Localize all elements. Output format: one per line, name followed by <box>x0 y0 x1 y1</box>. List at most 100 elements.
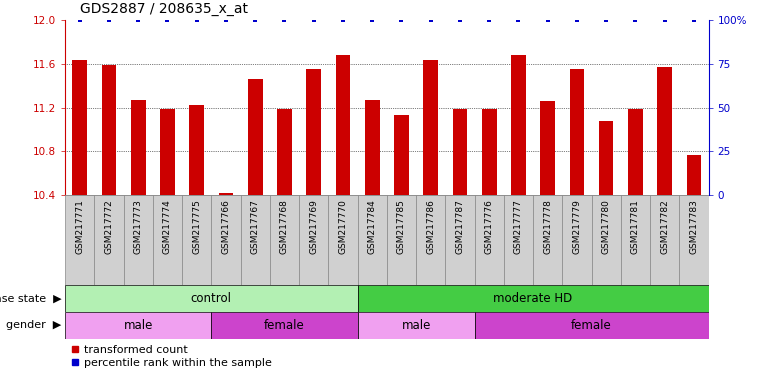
Bar <box>540 101 555 195</box>
Bar <box>153 195 182 285</box>
Text: GSM217770: GSM217770 <box>339 200 348 254</box>
Text: GSM217776: GSM217776 <box>485 200 494 254</box>
Point <box>395 17 408 23</box>
Bar <box>65 285 358 312</box>
Bar <box>365 100 379 195</box>
Text: GDS2887 / 208635_x_at: GDS2887 / 208635_x_at <box>80 2 248 16</box>
Bar <box>679 195 709 285</box>
Bar <box>336 55 350 195</box>
Text: GSM217769: GSM217769 <box>309 200 318 254</box>
Text: GSM217782: GSM217782 <box>660 200 669 254</box>
Bar <box>102 65 116 195</box>
Bar <box>591 195 620 285</box>
Point <box>74 17 86 23</box>
Point <box>453 17 466 23</box>
Point <box>162 17 174 23</box>
Point <box>512 17 525 23</box>
Point <box>366 17 378 23</box>
Bar <box>277 109 292 195</box>
Bar <box>211 312 358 339</box>
Point <box>278 17 290 23</box>
Text: GSM217779: GSM217779 <box>572 200 581 254</box>
Text: GSM217768: GSM217768 <box>280 200 289 254</box>
Text: GSM217774: GSM217774 <box>163 200 172 254</box>
Point <box>600 17 612 23</box>
Bar <box>94 195 123 285</box>
Point <box>337 17 349 23</box>
Bar <box>182 195 211 285</box>
Bar <box>358 285 709 312</box>
Point <box>249 17 261 23</box>
Point <box>483 17 496 23</box>
Bar <box>424 60 438 195</box>
Bar <box>73 60 87 195</box>
Text: male: male <box>401 319 430 332</box>
Text: male: male <box>123 319 153 332</box>
Text: female: female <box>571 319 612 332</box>
Text: GSM217786: GSM217786 <box>426 200 435 254</box>
Text: GSM217766: GSM217766 <box>221 200 231 254</box>
Text: GSM217780: GSM217780 <box>601 200 611 254</box>
Point <box>308 17 320 23</box>
Text: GSM217771: GSM217771 <box>75 200 84 254</box>
Text: GSM217784: GSM217784 <box>368 200 377 254</box>
Bar <box>475 195 504 285</box>
Bar <box>628 109 643 195</box>
Text: GSM217775: GSM217775 <box>192 200 201 254</box>
Bar <box>511 55 525 195</box>
Bar <box>211 195 241 285</box>
Bar <box>394 115 409 195</box>
Bar <box>620 195 650 285</box>
Bar <box>306 69 321 195</box>
Bar <box>358 312 475 339</box>
Text: GSM217773: GSM217773 <box>134 200 142 254</box>
Text: GSM217787: GSM217787 <box>456 200 464 254</box>
Bar <box>131 100 146 195</box>
Bar <box>570 69 584 195</box>
Bar <box>358 195 387 285</box>
Text: disease state  ▶: disease state ▶ <box>0 293 61 303</box>
Bar <box>241 195 270 285</box>
Bar <box>686 154 701 195</box>
Bar <box>218 193 234 195</box>
Text: GSM217772: GSM217772 <box>104 200 113 254</box>
Bar <box>453 109 467 195</box>
Text: GSM217785: GSM217785 <box>397 200 406 254</box>
Bar <box>504 195 533 285</box>
Bar <box>387 195 416 285</box>
Text: GSM217778: GSM217778 <box>543 200 552 254</box>
Text: GSM217767: GSM217767 <box>250 200 260 254</box>
Bar <box>160 109 175 195</box>
Point <box>220 17 232 23</box>
Text: gender  ▶: gender ▶ <box>6 321 61 331</box>
Bar <box>123 195 153 285</box>
Bar <box>299 195 329 285</box>
Bar <box>650 195 679 285</box>
Bar <box>445 195 475 285</box>
Point <box>688 17 700 23</box>
Text: control: control <box>191 292 232 305</box>
Text: moderate HD: moderate HD <box>493 292 573 305</box>
Point <box>542 17 554 23</box>
Bar <box>270 195 299 285</box>
Bar <box>329 195 358 285</box>
Point <box>191 17 203 23</box>
Text: GSM217783: GSM217783 <box>689 200 699 254</box>
Point <box>659 17 671 23</box>
Bar <box>416 195 445 285</box>
Bar <box>562 195 591 285</box>
Text: GSM217777: GSM217777 <box>514 200 523 254</box>
Point <box>103 17 115 23</box>
Point <box>424 17 437 23</box>
Bar <box>248 79 263 195</box>
Text: female: female <box>264 319 305 332</box>
Bar <box>657 67 672 195</box>
Bar <box>65 195 94 285</box>
Bar <box>189 105 204 195</box>
Bar <box>65 312 211 339</box>
Point <box>571 17 583 23</box>
Text: GSM217781: GSM217781 <box>631 200 640 254</box>
Bar <box>599 121 614 195</box>
Bar <box>482 109 496 195</box>
Bar <box>475 312 709 339</box>
